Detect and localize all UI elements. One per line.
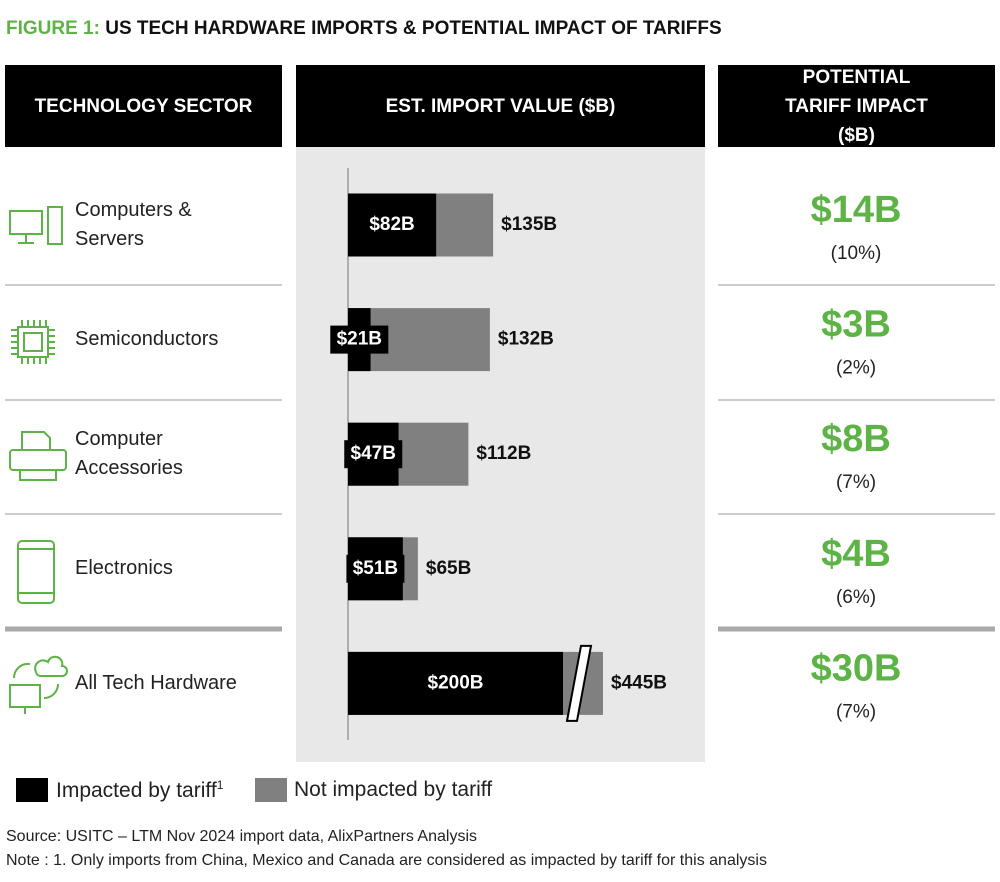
legend-entry: Impacted by tariff1 [56, 778, 223, 803]
value-label-bg [330, 325, 389, 354]
impact-share: (7%) [836, 472, 876, 493]
impact-value: $30B [811, 647, 902, 689]
value-label-bg [346, 554, 405, 583]
icon-monitor [9, 684, 41, 708]
icon-monitor [9, 210, 43, 235]
legend-swatch [16, 778, 48, 802]
legend-label: Impacted by tariff [56, 779, 217, 802]
title: FIGURE 1: US TECH HARDWARE IMPORTS & POT… [6, 18, 722, 40]
impact-share: (2%) [836, 358, 876, 379]
value-label: $47B [351, 443, 396, 464]
icon-printer [9, 449, 67, 471]
value-label: $200B [428, 672, 484, 693]
sector-name: Electronics [75, 557, 173, 580]
total-label: $132B [498, 329, 554, 350]
total-label: $112B [476, 443, 531, 464]
total-label: $445B [611, 672, 667, 693]
value-label: $21B [337, 329, 382, 350]
icon-arrows [12, 662, 59, 699]
impact-value: $14B [811, 189, 902, 231]
icon-paper [19, 431, 57, 481]
impact-share: (7%) [836, 701, 876, 722]
icon-chip [17, 326, 49, 358]
legend-label: Not impacted by tariff [294, 778, 493, 801]
icon-pins [11, 320, 55, 364]
value-label: $82B [369, 214, 414, 235]
impact-value: $3B [821, 304, 891, 346]
sector-name: Semiconductors [75, 328, 219, 351]
title-prefix: FIGURE 1: [6, 18, 100, 39]
title-text: US TECH HARDWARE IMPORTS & POTENTIAL IMP… [105, 18, 722, 39]
impact-share: (10%) [831, 243, 882, 264]
source: Source: USITC – LTM Nov 2024 import data… [6, 828, 478, 845]
icons [9, 206, 68, 714]
impact-share: (6%) [836, 587, 876, 608]
sector-name: Computer Accessories [75, 428, 183, 480]
total-label: $135B [501, 214, 557, 235]
icon-phone [17, 540, 55, 604]
header: POTENTIAL TARIFF IMPACT ($B) [718, 65, 995, 147]
legend-swatch [255, 778, 287, 802]
note: Note : 1. Only imports from China, Mexic… [6, 852, 767, 869]
axis-break [565, 644, 593, 722]
icon-chip-core [23, 332, 43, 352]
value-label-bg [363, 211, 422, 239]
sector-name: Computers & Servers [75, 199, 192, 250]
value-label: $51B [353, 558, 398, 579]
value-label-bg [344, 440, 403, 469]
header: EST. IMPORT VALUE ($B) [296, 65, 705, 147]
icon-cloud [34, 655, 68, 677]
sector-name: All Tech Hardware [75, 671, 237, 694]
value-label-bg [426, 669, 485, 698]
footnote-mark: 1 [216, 778, 224, 792]
header: TECHNOLOGY SECTOR [5, 65, 282, 147]
impact-value: $8B [821, 418, 891, 460]
impact-value: $4B [821, 533, 891, 575]
total-label: $65B [426, 558, 471, 579]
icon-tower [47, 206, 63, 245]
